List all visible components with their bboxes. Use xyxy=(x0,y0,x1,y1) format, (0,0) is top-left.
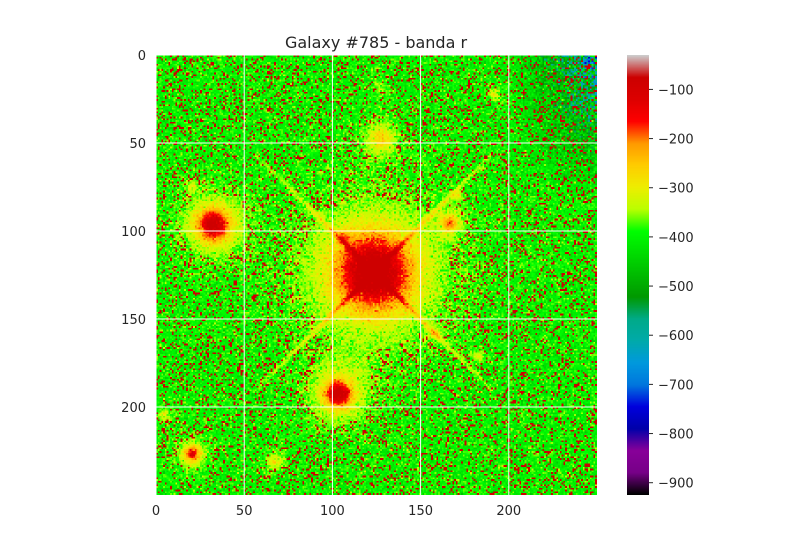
colorbar-tick-label: −700 xyxy=(658,378,694,393)
x-tick-label: 0 xyxy=(152,504,160,519)
colorbar-tick-label: −800 xyxy=(658,428,694,443)
colorbar-tick-label: −500 xyxy=(658,280,694,295)
y-tick-label: 150 xyxy=(121,313,146,328)
x-tick-label: 100 xyxy=(320,504,345,519)
y-axis: 0 50 100 150 200 xyxy=(121,49,146,416)
y-tick-label: 100 xyxy=(121,225,146,240)
x-tick-label: 200 xyxy=(496,504,521,519)
colorbar-tick-label: −100 xyxy=(658,83,694,98)
x-tick-label: 150 xyxy=(408,504,433,519)
y-tick-label: 0 xyxy=(138,49,146,64)
grid-lines xyxy=(155,54,597,495)
colorbar-tick-label: −200 xyxy=(658,133,694,148)
y-tick-label: 200 xyxy=(121,401,146,416)
chart-title: Galaxy #785 - banda r xyxy=(285,33,468,52)
x-tick-label: 50 xyxy=(236,504,253,519)
colorbar-tick-label: −300 xyxy=(658,182,694,197)
galaxy-image xyxy=(156,55,597,495)
colorbar-tick-label: −400 xyxy=(658,231,694,246)
colorbar-ticks: −100 −200 −300 −400 −500 −600 −700 −800 −900 xyxy=(649,83,694,492)
y-tick-label: 50 xyxy=(129,137,146,152)
plot-area xyxy=(155,54,597,495)
colorbar: −100 −200 −300 −400 −500 −600 −700 −800 −900 xyxy=(627,55,694,495)
colorbar-gradient xyxy=(627,55,649,495)
colorbar-tick-label: −600 xyxy=(658,329,694,344)
colorbar-tick-label: −900 xyxy=(658,477,694,492)
x-axis: 0 50 100 150 200 xyxy=(152,504,521,519)
